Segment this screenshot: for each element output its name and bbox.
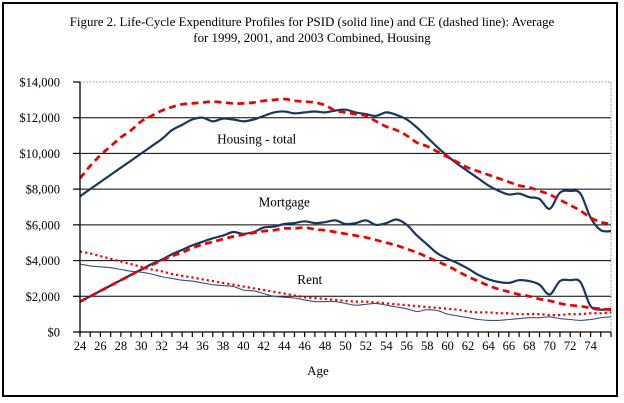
x-tick-label-30: 30 — [135, 339, 148, 353]
x-tick-label-40: 40 — [237, 339, 250, 353]
annotation-housing-total: Housing - total — [217, 132, 296, 147]
x-tick-label-66: 66 — [503, 339, 516, 353]
x-tick-label-36: 36 — [196, 339, 209, 353]
x-tick-label-60: 60 — [441, 339, 454, 353]
x-axis-title: Age — [307, 363, 329, 378]
x-tick-label-44: 44 — [278, 339, 291, 353]
x-tick-label-52: 52 — [360, 339, 373, 353]
x-tick-label-68: 68 — [523, 339, 536, 353]
x-tick-label-54: 54 — [380, 339, 393, 353]
series-line-psid-mortgage — [79, 218, 612, 311]
x-tick-label-70: 70 — [543, 339, 556, 353]
y-tick-label-2000: $2,000 — [26, 290, 60, 304]
y-tick-label-10000: $10,000 — [19, 147, 60, 161]
y-tick-label-0: $0 — [48, 326, 61, 340]
chart-title-line2: for 1999, 2001, and 2003 Combined, Housi… — [193, 30, 431, 45]
y-tick-label-8000: $8,000 — [26, 183, 60, 197]
x-tick-label-58: 58 — [421, 339, 434, 353]
series-line-ce-rent — [79, 250, 612, 317]
x-tick-label-28: 28 — [115, 339, 128, 353]
x-tick-label-50: 50 — [339, 339, 352, 353]
series-line-psid-rent — [79, 263, 612, 322]
figure-border — [2, 2, 618, 397]
annotation-rent: Rent — [297, 272, 322, 287]
x-tick-label-46: 46 — [298, 339, 311, 353]
x-tick-label-26: 26 — [94, 339, 107, 353]
x-tick-label-38: 38 — [217, 339, 230, 353]
x-tick-label-62: 62 — [462, 339, 475, 353]
x-tick-label-24: 24 — [74, 339, 87, 353]
y-tick-label-12000: $12,000 — [19, 111, 60, 125]
x-tick-label-72: 72 — [564, 339, 577, 353]
y-tick-label-4000: $4,000 — [26, 254, 60, 268]
series-line-ce-housing-total — [78, 97, 612, 226]
chart-title-line1: Figure 2. Life-Cycle Expenditure Profile… — [69, 15, 555, 29]
y-tick-label-6000: $6,000 — [26, 218, 60, 232]
y-tick-label-14000: $14,000 — [19, 76, 60, 90]
x-tick-label-56: 56 — [401, 339, 414, 353]
chart-title: Figure 2. Life-Cycle Expenditure Profile… — [0, 15, 624, 46]
x-tick-label-34: 34 — [176, 339, 189, 353]
annotation-mortgage: Mortgage — [259, 195, 310, 210]
series-line-psid-housing-total — [79, 108, 612, 233]
x-tick-label-32: 32 — [155, 339, 168, 353]
x-tick-label-48: 48 — [319, 339, 332, 353]
series-line-ce-mortgage — [79, 226, 612, 312]
x-tick-label-64: 64 — [482, 339, 495, 353]
x-tick-label-42: 42 — [258, 339, 271, 353]
x-tick-label-74: 74 — [584, 339, 597, 353]
